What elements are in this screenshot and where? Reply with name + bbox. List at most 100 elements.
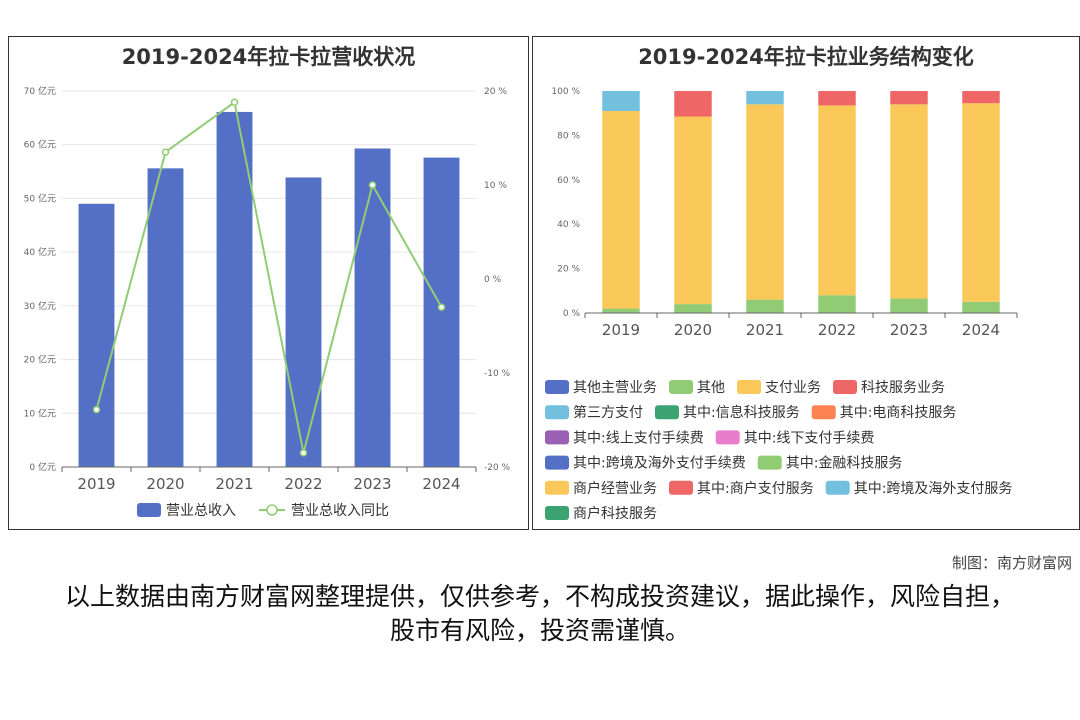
y-right-tick-label: 10 % xyxy=(484,181,507,191)
legend-swatch xyxy=(669,480,693,495)
y-tick-label: 100 % xyxy=(551,87,580,97)
y-tick-label: 40 % xyxy=(557,220,580,230)
legend-swatch-revenue xyxy=(137,503,161,517)
yoy-growth-point xyxy=(299,449,308,457)
disclaimer-text: 以上数据由南方财富网整理提供，仅供参考，不构成投资建议，据此操作，风险自担，股市… xyxy=(64,582,1015,645)
stacked-bar-segment xyxy=(890,104,928,299)
business-structure-chart: 0 % 20 % 40 % 60 % 80 % 100 % 2019 2020 2021 2022… xyxy=(545,87,1018,522)
legend-label: 其中:线下支付手续费 xyxy=(744,429,875,446)
x-tick-label: 2021 xyxy=(215,475,253,493)
stacked-bar-segment xyxy=(962,91,1000,104)
stacked-bar-segment xyxy=(746,91,784,105)
legend-swatch xyxy=(669,380,693,394)
stacked-bar-segment xyxy=(962,103,1000,302)
legend-label: 第三方支付 xyxy=(573,404,643,421)
legend-label: 其中:商户支付服务 xyxy=(697,480,814,497)
stacked-bar-segment xyxy=(818,91,856,106)
y-left-tick-label: 60 亿元 xyxy=(24,139,56,151)
y-tick-label: 20 % xyxy=(557,265,580,275)
legend-swatch xyxy=(545,380,569,394)
x-tick-label: 2020 xyxy=(146,475,184,493)
y-left-tick-label: 0 亿元 xyxy=(29,461,56,473)
revenue-bar xyxy=(78,203,115,468)
legend-swatch xyxy=(825,480,850,495)
revenue-bar xyxy=(423,157,460,467)
y-left-tick-label: 40 亿元 xyxy=(24,246,56,258)
legend-swatch xyxy=(757,455,782,470)
legend-swatch xyxy=(833,380,857,394)
x-tick-label: 2023 xyxy=(353,475,391,493)
legend-label: 其中:金融科技服务 xyxy=(786,456,903,472)
legend-label: 其中:跨境及海外支付服务 xyxy=(854,481,1013,497)
yoy-growth-point xyxy=(230,98,239,107)
stacked-bar-segment xyxy=(962,301,1000,313)
legend-label-revenue: 营业总收入 xyxy=(166,503,236,519)
legend-label: 其他 xyxy=(697,380,725,396)
stacked-bar-segment xyxy=(674,304,712,313)
legend-swatch xyxy=(655,405,679,420)
x-tick-label: 2024 xyxy=(962,321,1000,339)
x-tick-label: 2019 xyxy=(602,321,640,339)
y-tick-label: 80 % xyxy=(557,131,580,141)
legend-label-yoy: 营业总收入同比 xyxy=(291,503,389,519)
legend-swatch xyxy=(545,480,569,495)
x-tick-label: 2023 xyxy=(890,321,928,339)
y-right-tick-label: 0 % xyxy=(484,275,502,285)
legend-label: 其中:信息科技服务 xyxy=(683,404,800,421)
stacked-bar-segment xyxy=(746,104,784,300)
y-right-tick-label: 20 % xyxy=(484,87,507,97)
legend-label: 支付业务 xyxy=(765,380,821,396)
y-left-tick-label: 10 亿元 xyxy=(24,407,56,419)
yoy-growth-line xyxy=(95,100,443,454)
revenue-bar xyxy=(285,177,322,468)
stacked-bar-segment xyxy=(602,308,640,313)
x-tick-label: 2022 xyxy=(284,475,322,493)
stacked-bar-segment xyxy=(890,298,928,313)
revenue-bar xyxy=(354,148,391,467)
y-left-tick-label: 70 亿元 xyxy=(24,85,56,97)
y-tick-label: 60 % xyxy=(557,176,580,186)
legend-label: 商户经营业务 xyxy=(573,480,657,497)
legend-label: 其他主营业务 xyxy=(573,380,657,396)
y-left-tick-label: 20 亿元 xyxy=(24,354,56,366)
x-tick-label: 2021 xyxy=(746,321,784,339)
y-left-tick-label: 50 亿元 xyxy=(24,192,56,204)
chart-credit: 制图：南方财富网 xyxy=(951,554,1072,572)
stacked-bar-segment xyxy=(890,91,928,105)
stacked-bar-segment xyxy=(674,116,712,305)
stacked-bar-segment xyxy=(818,295,856,313)
y-left-tick-label: 30 亿元 xyxy=(24,300,56,312)
yoy-growth-point xyxy=(368,181,377,189)
stacked-bar-segment xyxy=(602,110,640,309)
yoy-growth-point xyxy=(92,405,101,414)
y-right-tick-label: -20 % xyxy=(484,463,511,473)
legend-swatch xyxy=(811,405,836,420)
legend-swatch xyxy=(545,430,569,445)
revenue-chart-panel: 2019-2024年拉卡拉营收状况 0 亿元 10 亿元 20 亿元 30 亿元 40 … xyxy=(8,36,529,530)
legend-swatch xyxy=(545,455,569,470)
revenue-chart: 0 亿元 10 亿元 20 亿元 30 亿元 40 亿元 50 亿元 60 亿元 70 亿元 -… xyxy=(24,85,511,519)
business-structure-panel: 2019-2024年拉卡拉业务结构变化 0 % 20 % 40 % 60 % 80 % 1… xyxy=(532,36,1080,530)
y-right-tick-label: -10 % xyxy=(484,369,511,379)
stacked-bar-segment xyxy=(602,91,640,111)
legend-swatch xyxy=(545,405,569,420)
stacked-bar-segment xyxy=(818,105,856,296)
business-structure-title: 2019-2024年拉卡拉业务结构变化 xyxy=(638,45,974,69)
x-tick-label: 2024 xyxy=(422,475,460,493)
stacked-bar-segment xyxy=(746,299,784,313)
x-tick-label: 2020 xyxy=(674,321,712,339)
legend-label: 商户科技服务 xyxy=(573,505,657,522)
x-tick-label: 2019 xyxy=(77,475,115,493)
revenue-bar xyxy=(147,168,184,467)
x-tick-label: 2022 xyxy=(818,321,856,339)
yoy-growth-point xyxy=(161,148,170,156)
yoy-growth-point xyxy=(437,303,446,311)
revenue-chart-title: 2019-2024年拉卡拉营收状况 xyxy=(121,45,416,69)
legend-swatch xyxy=(715,430,740,445)
legend-label: 其中:跨境及海外支付手续费 xyxy=(573,455,746,472)
legend-swatch xyxy=(545,506,569,520)
stacked-bar-segment xyxy=(674,91,712,117)
legend-swatch xyxy=(737,380,761,394)
revenue-bar xyxy=(216,111,253,467)
legend-label: 科技服务业务 xyxy=(861,380,945,396)
